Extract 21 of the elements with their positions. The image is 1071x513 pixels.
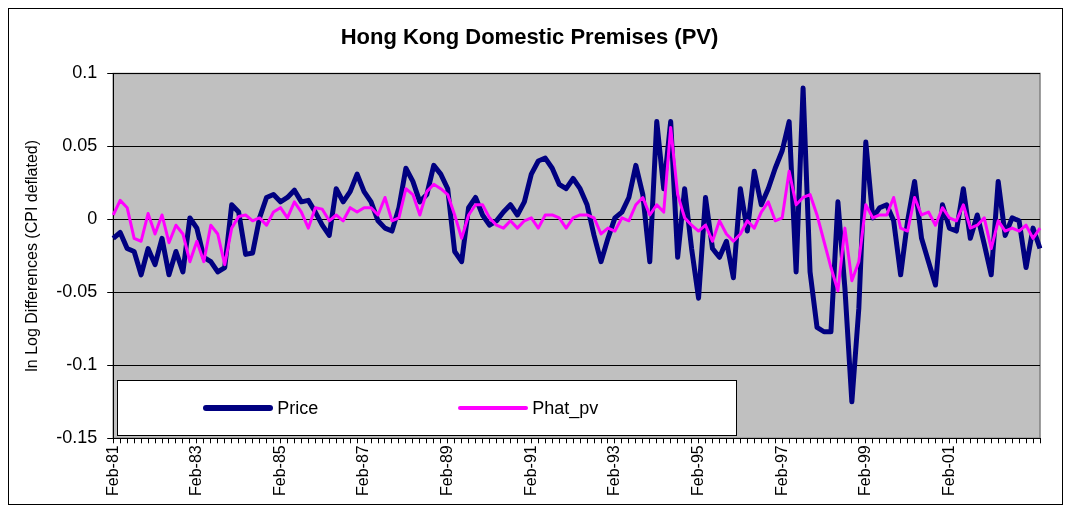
y-tick-label: 0.1 bbox=[72, 62, 98, 83]
x-tick-label: Feb-01 bbox=[939, 445, 957, 497]
y-tick-label: -0.15 bbox=[56, 427, 98, 448]
x-tick-label: Feb-89 bbox=[438, 445, 456, 497]
x-tick-label: Feb-91 bbox=[521, 445, 539, 497]
x-tick-label: Feb-85 bbox=[270, 445, 288, 497]
x-tick-label: Feb-97 bbox=[772, 445, 790, 497]
y-tick-label: 0.05 bbox=[62, 135, 98, 156]
y-tick-label: -0.1 bbox=[66, 354, 98, 375]
chart-title: Hong Kong Domestic Premises (PV) bbox=[340, 24, 719, 50]
x-tick-label: Feb-95 bbox=[688, 445, 706, 497]
x-tick-label: Feb-93 bbox=[605, 445, 623, 497]
y-axis-title: ln Log Differences (CPI deflated) bbox=[23, 139, 41, 372]
legend-label: Phat_pv bbox=[532, 397, 599, 419]
y-tick-label: -0.05 bbox=[56, 281, 98, 302]
y-tick-label: 0 bbox=[87, 208, 98, 229]
x-tick-label: Feb-99 bbox=[856, 445, 874, 497]
x-tick-label: Feb-83 bbox=[187, 445, 205, 497]
x-tick-label: Feb-81 bbox=[103, 445, 121, 497]
legend-label: Price bbox=[277, 397, 319, 419]
x-tick-label: Feb-87 bbox=[354, 445, 372, 497]
